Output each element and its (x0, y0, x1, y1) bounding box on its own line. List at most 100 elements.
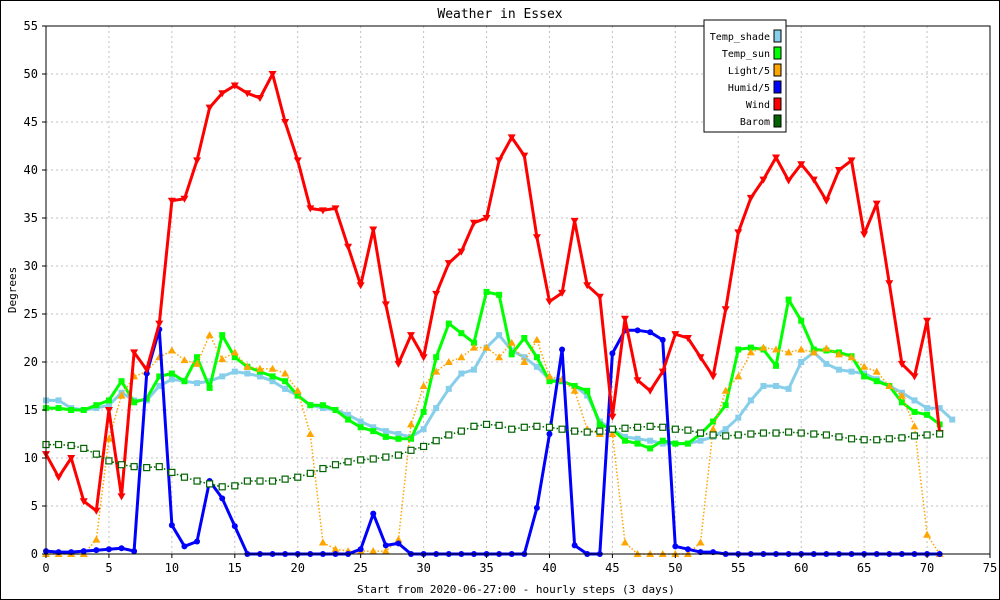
data-point-temp-shade (458, 370, 465, 377)
data-point-temp-sun (798, 317, 805, 324)
data-point-temp-shade (231, 368, 238, 375)
data-point-wind (230, 82, 239, 90)
data-point-wind (759, 176, 768, 184)
data-point-wind (482, 215, 491, 222)
legend-label-temp-sun: Temp_sun (722, 49, 770, 60)
data-point-humid-5 (93, 547, 100, 554)
data-point-wind (457, 248, 466, 256)
data-point-barom (810, 430, 818, 438)
data-point-wind (155, 320, 164, 328)
data-point-temp-sun (80, 407, 87, 413)
data-point-barom (495, 421, 503, 429)
x-axis-label: Start from 2020-06-27:00 - hourly steps … (357, 583, 675, 596)
data-point-temp-shade (647, 437, 654, 444)
y-tick-label: 35 (24, 211, 38, 225)
data-point-wind (419, 354, 428, 362)
data-point-humid-5 (672, 543, 679, 550)
data-point-wind (54, 474, 63, 482)
data-point-light-5 (419, 382, 428, 389)
data-point-light-5 (872, 367, 881, 375)
data-point-humid-5 (118, 545, 125, 552)
x-tick-label: 70 (920, 561, 934, 575)
data-point-barom (482, 420, 491, 428)
data-point-temp-sun (307, 402, 314, 409)
data-point-temp-sun (483, 288, 490, 295)
data-point-temp-shade (584, 392, 591, 399)
data-point-temp-sun (911, 408, 918, 415)
data-point-humid-5 (168, 522, 175, 529)
data-point-temp-sun (181, 378, 188, 385)
data-point-barom (822, 431, 830, 439)
x-tick-label: 0 (42, 561, 49, 575)
data-point-barom (759, 429, 768, 437)
data-point-light-5 (797, 345, 806, 353)
data-point-barom (67, 441, 75, 450)
data-point-light-5 (696, 538, 705, 546)
data-point-barom (545, 423, 554, 431)
data-point-temp-shade (156, 383, 163, 389)
data-point-light-5 (620, 538, 629, 546)
data-point-light-5 (193, 359, 202, 367)
data-point-humid-5 (609, 350, 616, 357)
data-point-temp-sun (68, 407, 75, 413)
data-point-barom (180, 473, 189, 481)
data-point-temp-shade (521, 354, 528, 361)
data-point-temp-shade (621, 433, 628, 440)
data-point-barom (898, 434, 906, 442)
data-point-wind (646, 387, 655, 395)
data-point-wind (709, 373, 718, 381)
legend-label-light-5: Light/5 (728, 66, 770, 77)
data-point-temp-sun (345, 416, 352, 423)
data-point-barom (885, 435, 893, 443)
data-point-wind (104, 407, 113, 414)
data-point-wind (432, 290, 441, 298)
data-point-wind (772, 154, 781, 162)
data-point-wind (469, 219, 478, 227)
data-point-temp-sun (156, 373, 163, 380)
data-point-temp-sun (621, 437, 628, 444)
data-point-barom (382, 453, 390, 461)
data-point-barom (633, 423, 642, 431)
data-point-barom (256, 477, 264, 485)
data-point-barom (797, 429, 805, 437)
data-point-humid-5 (231, 523, 238, 530)
data-point-temp-sun (584, 387, 591, 394)
data-point-light-5 (759, 343, 768, 351)
data-point-barom (420, 442, 428, 451)
data-point-wind (79, 498, 88, 506)
data-point-barom (105, 457, 113, 465)
data-point-temp-sun (357, 424, 364, 431)
data-point-light-5 (545, 372, 554, 380)
data-point-humid-5 (395, 540, 402, 547)
data-point-wind (822, 197, 831, 205)
data-point-humid-5 (219, 495, 226, 502)
x-axis-ticks: 0 5 10 15 20 25 30 35 40 45 50 55 60 65 70 75 (42, 554, 997, 575)
data-point-humid-5 (659, 336, 666, 343)
data-point-temp-shade (269, 378, 276, 385)
data-point-humid-5 (80, 548, 87, 555)
x-tick-label: 50 (668, 561, 682, 575)
data-point-temp-sun (546, 378, 553, 385)
data-point-light-5 (281, 369, 290, 377)
data-point-barom (54, 440, 63, 449)
data-point-temp-sun (521, 335, 528, 341)
data-point-barom (319, 464, 327, 473)
data-point-temp-sun (458, 330, 465, 337)
data-point-temp-sun (370, 428, 377, 435)
data-point-wind (532, 234, 541, 242)
x-tick-label: 10 (165, 561, 179, 575)
data-point-barom (231, 482, 239, 490)
plot-frame (45, 25, 991, 555)
data-point-temp-sun (785, 296, 792, 303)
x-tick-label: 5 (105, 561, 112, 575)
data-point-barom (206, 480, 214, 488)
data-point-light-5 (709, 425, 718, 433)
y-tick-label: 45 (24, 115, 38, 129)
data-point-light-5 (721, 386, 730, 394)
data-point-light-5 (331, 545, 340, 553)
data-point-barom (130, 463, 138, 471)
x-tick-label: 25 (353, 561, 367, 575)
data-point-wind (268, 71, 277, 78)
data-point-light-5 (180, 356, 189, 364)
data-point-barom (407, 446, 415, 454)
